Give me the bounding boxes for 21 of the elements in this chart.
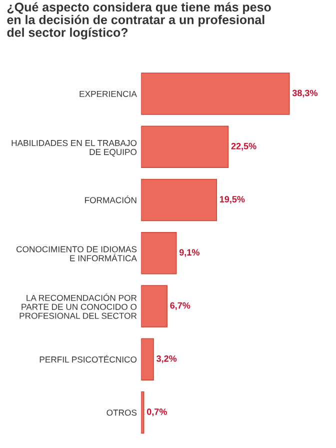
- data-label: 9,1%: [179, 249, 200, 257]
- data-label: 19,5%: [220, 196, 245, 204]
- data-label: 3,2%: [156, 355, 177, 364]
- y-tick-label: FORMACIÓN: [85, 196, 136, 204]
- bar: [141, 232, 177, 274]
- y-tick-label: HABILIDADES EN EL TRABAJO DE EQUIPO: [12, 140, 137, 157]
- y-tick-label: EXPERIENCIA: [80, 90, 137, 97]
- data-label: 0,7%: [146, 408, 167, 416]
- chart-title: ¿Qué aspecto considera que tiene más peso en la decisión de contratar a un profesional del sector logístico?: [7, 2, 271, 40]
- bar: [141, 126, 229, 168]
- y-tick-label: OTROS: [106, 410, 137, 416]
- y-tick-label: LA RECOMENDACIÓN POR PARTE DE UN CONOCIDO O PROFESIONAL DEL SECTOR: [20, 293, 137, 319]
- y-tick-label: PERFIL PSICOTÉCNICO: [40, 355, 137, 363]
- data-label: 38,3%: [292, 90, 318, 98]
- bar: [141, 285, 168, 328]
- data-label: 6,7%: [170, 302, 190, 310]
- bar: [141, 72, 290, 115]
- bar: [141, 178, 218, 222]
- y-tick-label: CONOCIMIENTO DE IDIOMAS E INFORMÁTICA: [16, 246, 137, 262]
- bar: [141, 338, 154, 380]
- data-label: 22,5%: [231, 142, 256, 151]
